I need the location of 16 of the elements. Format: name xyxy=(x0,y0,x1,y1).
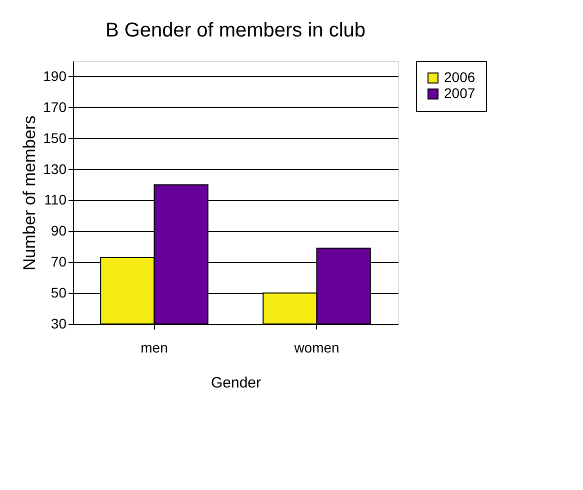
y-tick-label: 90 xyxy=(50,222,67,239)
y-tick-label: 70 xyxy=(50,254,67,270)
chart-title: B Gender of members in club xyxy=(105,20,366,42)
y-tick-label: 150 xyxy=(43,130,67,146)
x-tick-label: women xyxy=(293,340,340,356)
y-tick-label: 50 xyxy=(50,284,67,301)
y-tick-label: 170 xyxy=(43,98,67,115)
x-tick-label: men xyxy=(140,340,168,356)
y-axis-title: Number of members xyxy=(20,116,40,270)
y-tick-label: 110 xyxy=(44,192,67,208)
x-axis-title: Gender xyxy=(210,374,262,392)
y-tick-label: 190 xyxy=(43,68,67,84)
y-tick-label: 30 xyxy=(50,316,67,332)
legend-label: 2007 xyxy=(444,85,476,101)
y-tick-label: 130 xyxy=(43,160,67,177)
legend-label: 2006 xyxy=(444,69,476,85)
